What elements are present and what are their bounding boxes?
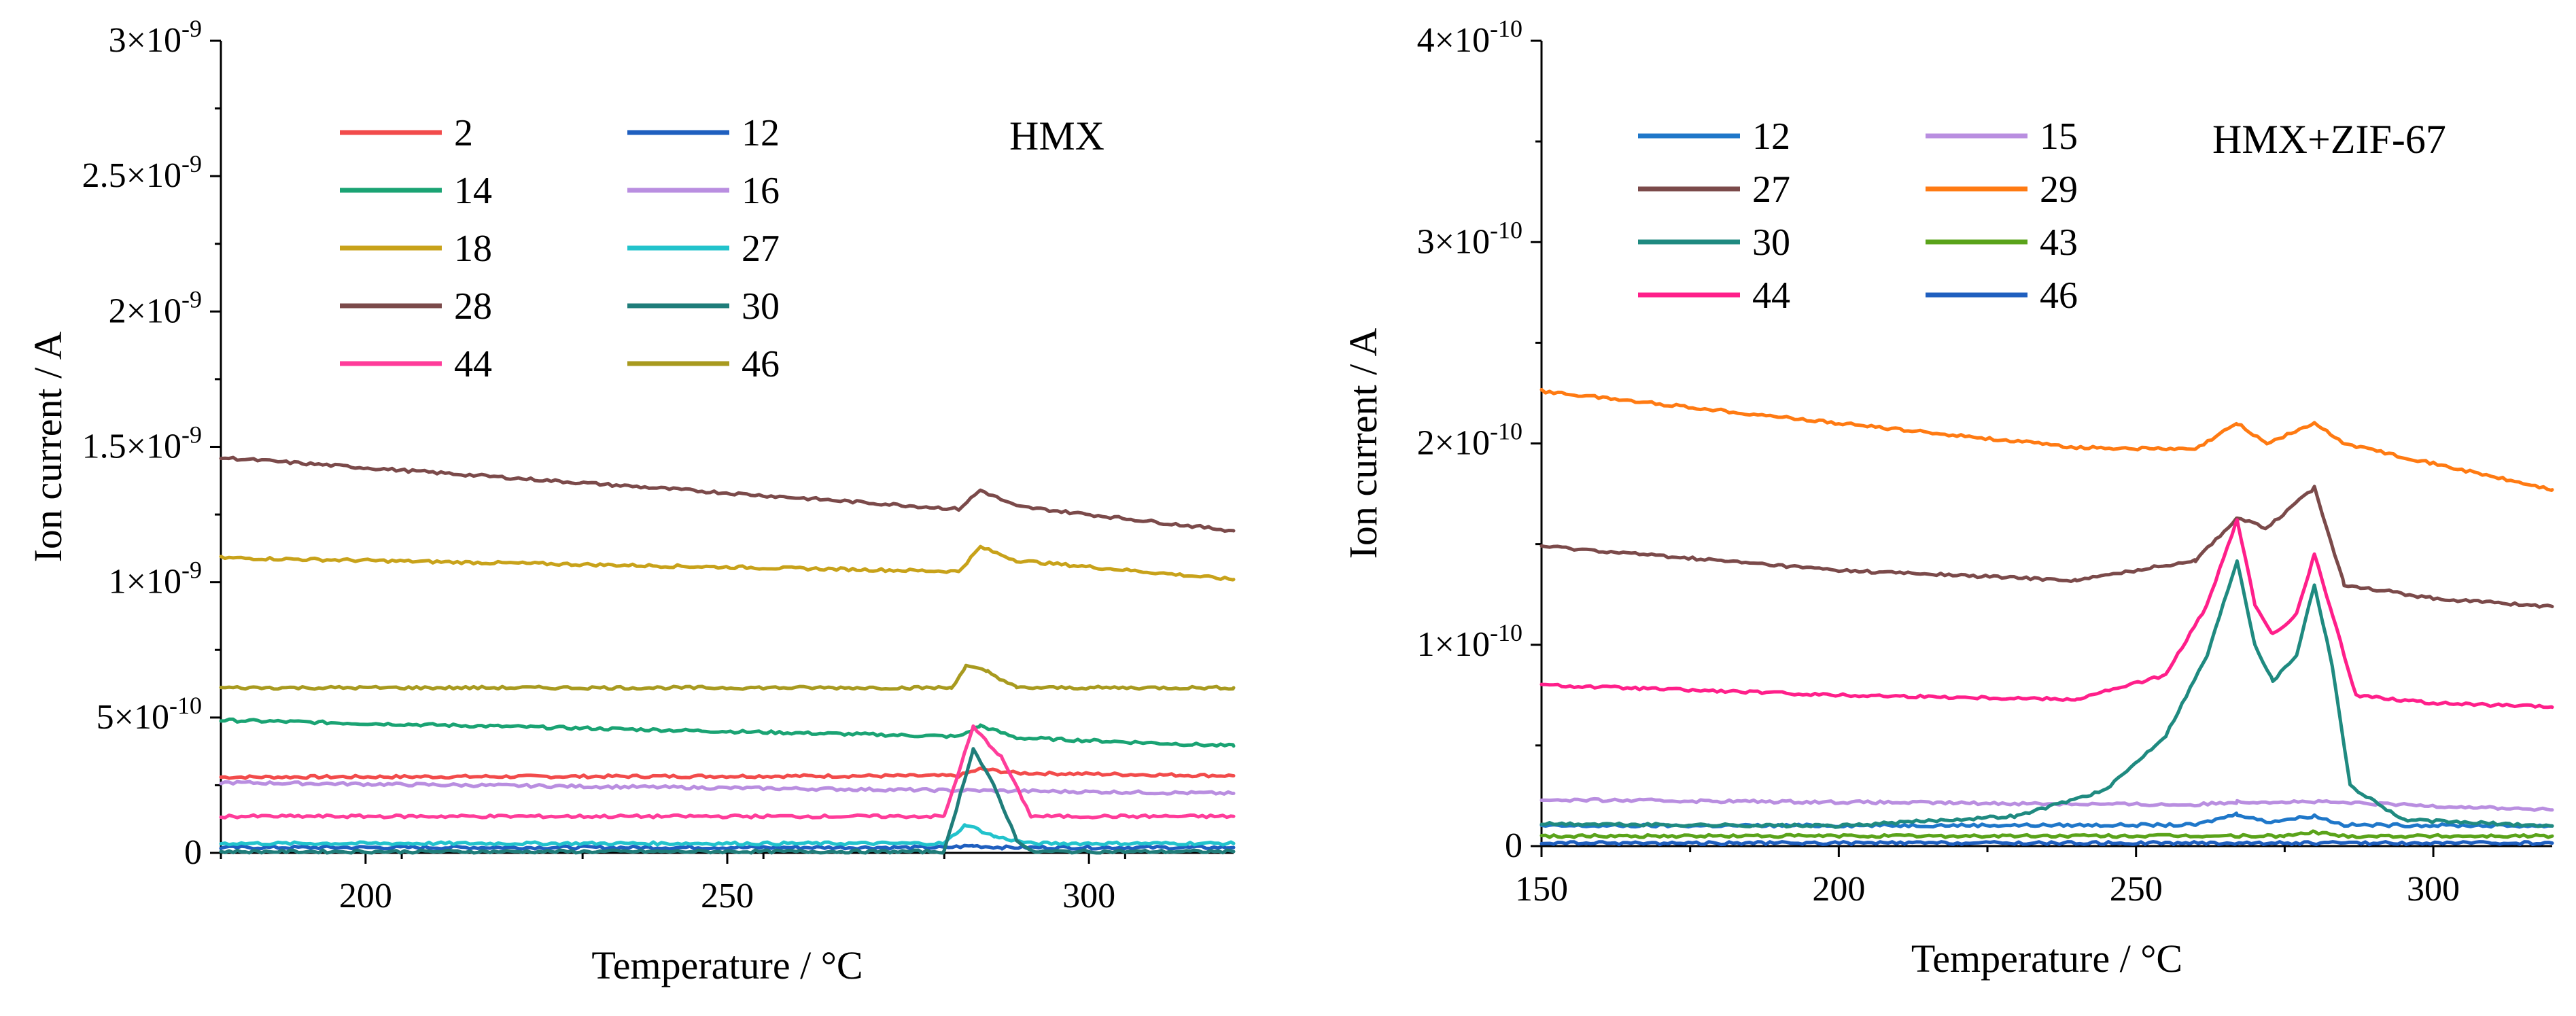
legend: 12 15 27 29 30 43 44 46 <box>1638 116 2078 317</box>
series-line-30 <box>1539 559 2554 829</box>
legend-label-12: 12 <box>1752 116 1790 158</box>
legend-label-27: 27 <box>742 228 780 270</box>
series-line-16 <box>219 779 1236 796</box>
legend-label-43: 43 <box>2040 222 2078 264</box>
chart-annotation: HMX+ZIF-67 <box>2212 117 2446 162</box>
y-tick-label: 4×10-10 <box>1417 15 1522 60</box>
x-tick-label: 150 <box>1515 870 1568 909</box>
x-tick-label: 200 <box>1812 870 1865 909</box>
x-tick-label: 200 <box>339 877 392 915</box>
series-line-14 <box>219 717 1236 748</box>
y-tick-label: 2.5×10-9 <box>82 150 202 195</box>
series-line-44 <box>1539 518 2554 710</box>
chart-2: 150 200 250 300 0 1×10-10 2×10-10 3×10-10 4×10-1… <box>1341 15 2554 981</box>
legend: 2 12 14 16 18 27 28 30 44 46 <box>340 112 780 385</box>
legend-label-14: 14 <box>454 170 492 212</box>
legend-label-30: 30 <box>1752 222 1790 264</box>
legend-label-46: 46 <box>742 343 780 385</box>
x-axis-title: Temperature / °C <box>1911 936 2182 981</box>
legend-label-44: 44 <box>1752 275 1790 317</box>
legend-label-28: 28 <box>454 285 492 328</box>
y-tick-label: 0 <box>184 833 202 872</box>
series-line-46 <box>1539 840 2554 847</box>
legend-label-27: 27 <box>1752 169 1790 211</box>
y-tick-label: 0 <box>1505 826 1522 865</box>
series-line-44 <box>219 724 1236 820</box>
x-tick-label: 300 <box>1062 877 1115 915</box>
y-tick-label: 1×10-10 <box>1417 619 1522 664</box>
series-line-2 <box>219 766 1236 780</box>
legend-label-15: 15 <box>2040 116 2078 158</box>
series-line-27 <box>1539 485 2554 609</box>
x-tick-label: 300 <box>2407 870 2460 909</box>
y-tick-label: 1×10-9 <box>109 557 202 601</box>
y-tick-label: 2×10-9 <box>109 285 202 330</box>
series-line-12 <box>219 843 1236 851</box>
x-tick-label: 250 <box>701 877 754 915</box>
y-axis-title: Ion current / A <box>1341 328 1385 559</box>
legend-label-18: 18 <box>454 228 492 270</box>
series-line-43 <box>1539 829 2554 839</box>
series-line-27 <box>219 823 1236 847</box>
legend-label-12: 12 <box>742 112 780 154</box>
x-axis-title: Temperature / °C <box>591 943 863 987</box>
y-tick-label: 3×10-10 <box>1417 216 1522 261</box>
legend-label-44: 44 <box>454 343 492 385</box>
legend-label-16: 16 <box>742 170 780 212</box>
legend-label-46: 46 <box>2040 275 2078 317</box>
chart-1: 200 250 300 0 5×10-10 1×10-9 1.5×10-9 2×10-9 2.5… <box>26 15 1236 987</box>
series-line-28 <box>219 455 1236 533</box>
series-line-30 <box>219 747 1236 855</box>
series-line-18 <box>219 544 1236 582</box>
legend-label-2: 2 <box>454 112 473 154</box>
series-line-29 <box>1539 387 2554 492</box>
y-tick-label: 5×10-10 <box>97 692 202 737</box>
y-tick-label: 1.5×10-9 <box>82 421 202 466</box>
series-line-46 <box>219 663 1236 691</box>
x-tick-label: 250 <box>2110 870 2163 909</box>
y-axis-title: Ion current / A <box>26 331 70 562</box>
y-tick-label: 2×10-10 <box>1417 418 1522 463</box>
y-tick-label: 3×10-9 <box>109 15 202 60</box>
chart-annotation: HMX <box>1009 113 1104 158</box>
legend-label-29: 29 <box>2040 169 2078 211</box>
legend-label-30: 30 <box>742 285 780 328</box>
